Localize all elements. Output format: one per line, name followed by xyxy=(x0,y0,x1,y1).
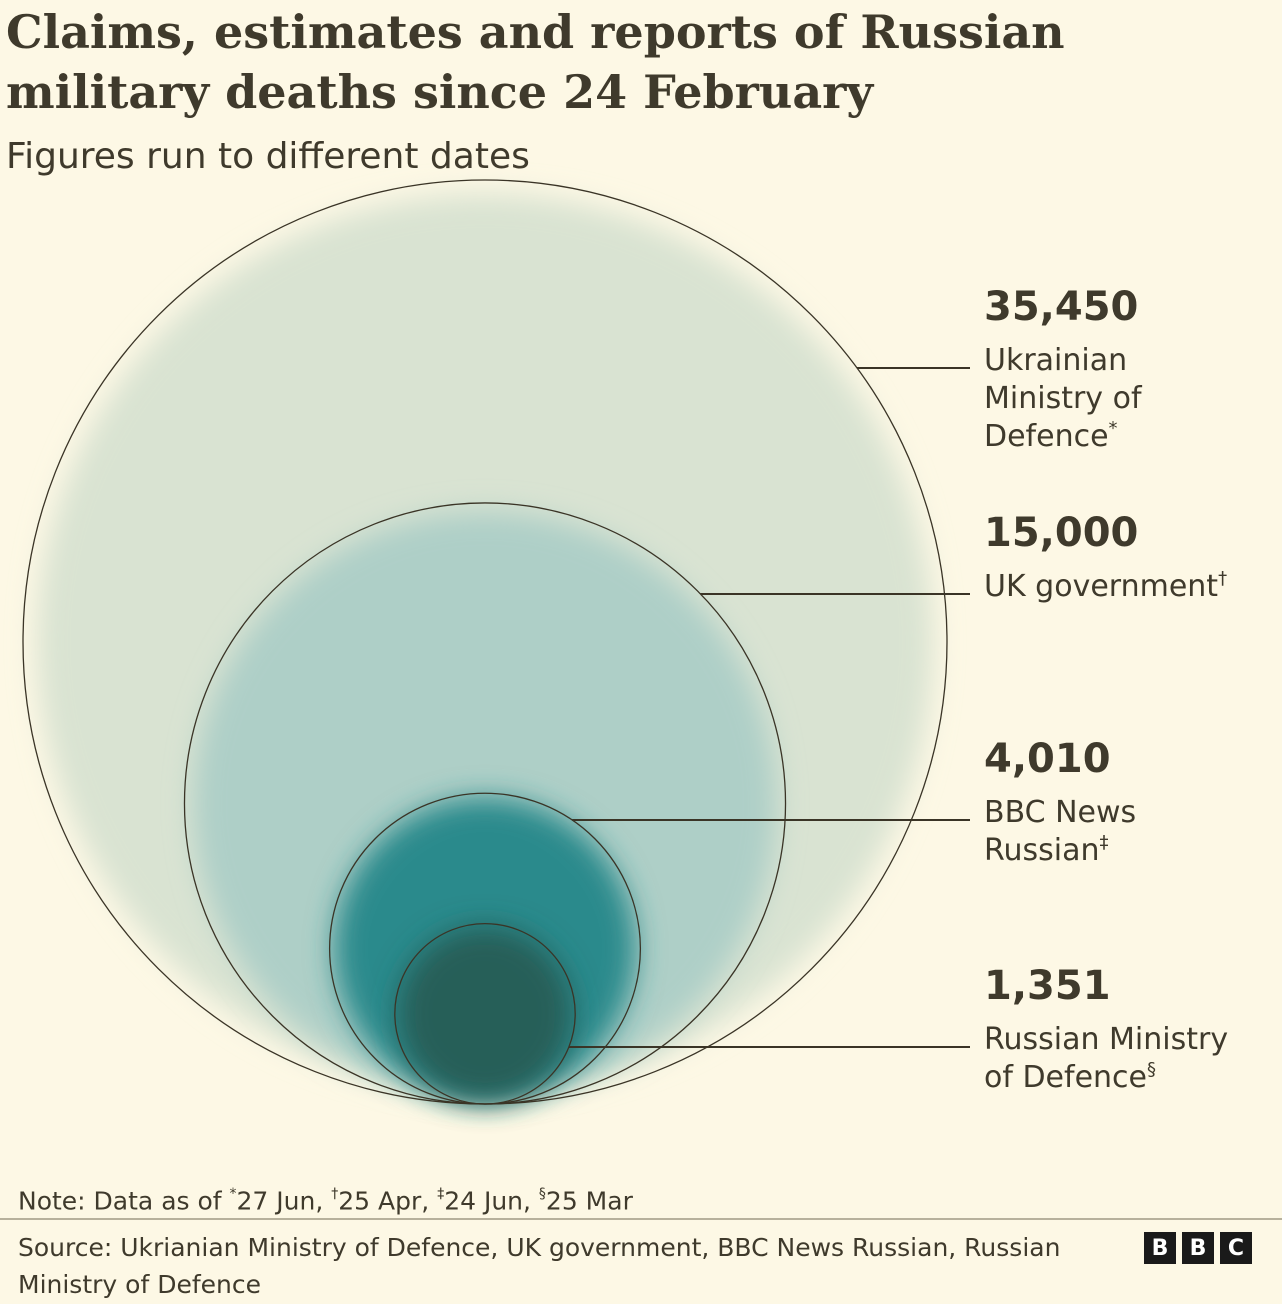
note-mark-1: * xyxy=(229,1186,237,1202)
footnote-note: Note: Data as of *27 Jun, †25 Apr, ‡24 J… xyxy=(18,1178,633,1219)
source-label-1-line-2: Ministry of xyxy=(984,381,1143,416)
bbc-logo-block-1: B xyxy=(1144,1232,1176,1264)
note-prefix: Note: Data as of xyxy=(18,1186,222,1216)
source-label-2-line-1: UK government† xyxy=(984,568,1227,604)
note-date-2: 25 Apr, xyxy=(338,1186,430,1216)
source-label-3-line-2: Russian‡ xyxy=(984,832,1109,868)
chart-title: Claims, estimates and reports of Russian… xyxy=(6,5,1065,119)
note-date-3: 24 Jun, xyxy=(444,1186,531,1216)
source-label-4-line-2: of Defence§ xyxy=(984,1059,1156,1095)
footnote-mark-4: § xyxy=(1147,1059,1156,1080)
bbc-logo: B B C xyxy=(1144,1232,1252,1264)
source-label-1-line-3: Defence* xyxy=(984,418,1118,454)
footnote-mark-3: ‡ xyxy=(1100,832,1109,853)
note-date-4: 25 Mar xyxy=(545,1186,633,1216)
source-label-1-line-1: Ukrainian xyxy=(984,343,1127,378)
footnote-mark-1: * xyxy=(1109,418,1118,439)
bbc-logo-block-2: B xyxy=(1182,1232,1214,1264)
value-label-4: 1,351 xyxy=(984,963,1111,1009)
note-date-1: 27 Jun, xyxy=(236,1186,324,1216)
footer-divider xyxy=(0,1218,1282,1220)
bbc-logo-block-3: C xyxy=(1220,1232,1252,1264)
value-label-3: 4,010 xyxy=(984,736,1111,782)
value-label-2: 15,000 xyxy=(984,510,1138,556)
circle-fill-4 xyxy=(397,926,573,1102)
footnote-mark-2: † xyxy=(1218,568,1227,589)
note-mark-4: § xyxy=(538,1186,546,1202)
source-label-3-line-1: BBC News xyxy=(984,795,1136,830)
chart-subtitle: Figures run to different dates xyxy=(6,136,530,177)
source-text: Source: Ukrianian Ministry of Defence, U… xyxy=(18,1233,1061,1299)
circle-outline-4 xyxy=(394,922,576,1105)
note-mark-3: ‡ xyxy=(437,1186,445,1202)
source-label-4-line-1: Russian Ministry xyxy=(984,1022,1228,1057)
value-label-1: 35,450 xyxy=(984,284,1138,330)
note-mark-2: † xyxy=(331,1186,339,1202)
